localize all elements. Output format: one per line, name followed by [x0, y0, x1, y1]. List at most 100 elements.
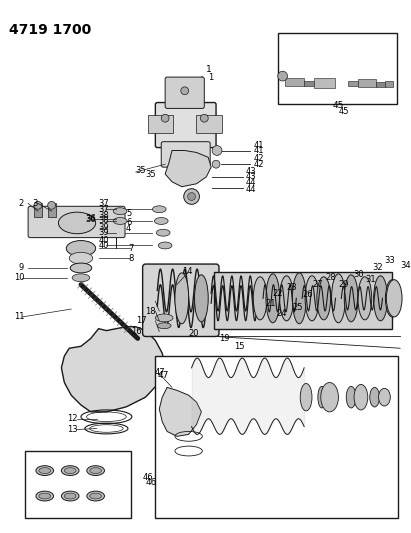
Text: 39: 39	[99, 223, 109, 232]
Circle shape	[34, 201, 42, 209]
Circle shape	[201, 114, 208, 122]
Text: 34: 34	[400, 261, 411, 270]
Ellipse shape	[69, 252, 93, 264]
Ellipse shape	[155, 314, 173, 322]
Text: 27: 27	[312, 280, 323, 289]
Text: 24: 24	[277, 310, 287, 319]
Text: 2: 2	[18, 199, 23, 208]
Ellipse shape	[152, 206, 166, 213]
Text: 45: 45	[333, 101, 344, 110]
Text: 35: 35	[136, 166, 146, 175]
Text: 36: 36	[85, 214, 96, 223]
Ellipse shape	[266, 274, 279, 323]
Text: 11: 11	[14, 312, 25, 321]
Polygon shape	[62, 327, 165, 412]
Text: 39: 39	[99, 228, 109, 237]
Text: 1: 1	[206, 65, 212, 74]
Ellipse shape	[370, 387, 379, 407]
Ellipse shape	[36, 491, 53, 501]
Ellipse shape	[386, 280, 402, 317]
Text: 37: 37	[99, 205, 109, 214]
Ellipse shape	[321, 383, 338, 412]
Text: 43: 43	[245, 167, 256, 176]
Ellipse shape	[72, 274, 90, 281]
Ellipse shape	[65, 493, 76, 499]
Bar	[155, 356, 398, 518]
Text: 28: 28	[326, 273, 336, 282]
Ellipse shape	[155, 217, 168, 224]
Ellipse shape	[379, 389, 390, 406]
Text: 44: 44	[245, 178, 256, 187]
Text: 36: 36	[85, 214, 96, 223]
Text: 6: 6	[126, 219, 132, 228]
Text: 25: 25	[292, 303, 303, 312]
Ellipse shape	[61, 466, 79, 475]
Bar	[25, 451, 131, 518]
FancyBboxPatch shape	[155, 102, 216, 148]
Text: 15: 15	[234, 342, 244, 351]
Text: 8: 8	[128, 254, 133, 263]
Circle shape	[181, 87, 189, 95]
Ellipse shape	[65, 467, 76, 473]
Text: 18: 18	[145, 306, 156, 316]
Ellipse shape	[386, 280, 399, 317]
Text: 16: 16	[131, 327, 141, 336]
Text: 45: 45	[338, 107, 349, 116]
Text: 40: 40	[99, 236, 109, 245]
Bar	[376, 82, 386, 87]
FancyBboxPatch shape	[165, 77, 204, 108]
Polygon shape	[165, 150, 211, 187]
Circle shape	[48, 201, 55, 209]
Ellipse shape	[305, 276, 319, 321]
Ellipse shape	[39, 467, 51, 473]
Bar	[196, 115, 222, 133]
Text: 42: 42	[253, 154, 264, 163]
Text: 37: 37	[99, 199, 109, 208]
Ellipse shape	[374, 276, 387, 321]
Text: 23: 23	[286, 283, 297, 292]
Text: 46: 46	[145, 478, 157, 487]
Bar	[48, 204, 55, 217]
Ellipse shape	[113, 208, 127, 215]
Text: 30: 30	[353, 270, 364, 279]
Ellipse shape	[358, 277, 372, 320]
Ellipse shape	[66, 240, 96, 256]
Text: 5: 5	[126, 208, 131, 217]
Bar	[284, 78, 304, 86]
Text: 17: 17	[136, 316, 146, 325]
Bar	[348, 81, 358, 86]
Text: 38: 38	[99, 211, 109, 220]
Ellipse shape	[346, 386, 356, 408]
Ellipse shape	[344, 275, 358, 322]
Ellipse shape	[175, 273, 189, 324]
Text: 12: 12	[67, 414, 78, 423]
Text: 41: 41	[253, 141, 264, 150]
Text: 10: 10	[14, 273, 25, 282]
Bar	[148, 115, 173, 133]
Circle shape	[184, 189, 199, 204]
Text: 35: 35	[145, 170, 156, 179]
Ellipse shape	[317, 277, 330, 320]
Text: 40: 40	[99, 241, 109, 250]
Ellipse shape	[194, 275, 208, 322]
Ellipse shape	[90, 467, 102, 473]
Ellipse shape	[87, 491, 104, 501]
Text: 4719 1700: 4719 1700	[9, 23, 91, 37]
Ellipse shape	[158, 242, 172, 249]
Text: 29: 29	[338, 280, 349, 289]
Text: 42: 42	[253, 160, 264, 169]
Ellipse shape	[354, 384, 368, 410]
Bar	[278, 33, 397, 103]
Bar	[304, 81, 314, 86]
Ellipse shape	[87, 466, 104, 475]
Text: 47: 47	[155, 368, 165, 377]
Ellipse shape	[157, 323, 171, 329]
Ellipse shape	[90, 493, 102, 499]
Ellipse shape	[318, 386, 326, 408]
Circle shape	[278, 71, 288, 81]
FancyBboxPatch shape	[143, 264, 219, 336]
Ellipse shape	[156, 229, 170, 236]
Circle shape	[212, 160, 220, 168]
Text: 46: 46	[143, 473, 153, 482]
Ellipse shape	[332, 274, 345, 323]
